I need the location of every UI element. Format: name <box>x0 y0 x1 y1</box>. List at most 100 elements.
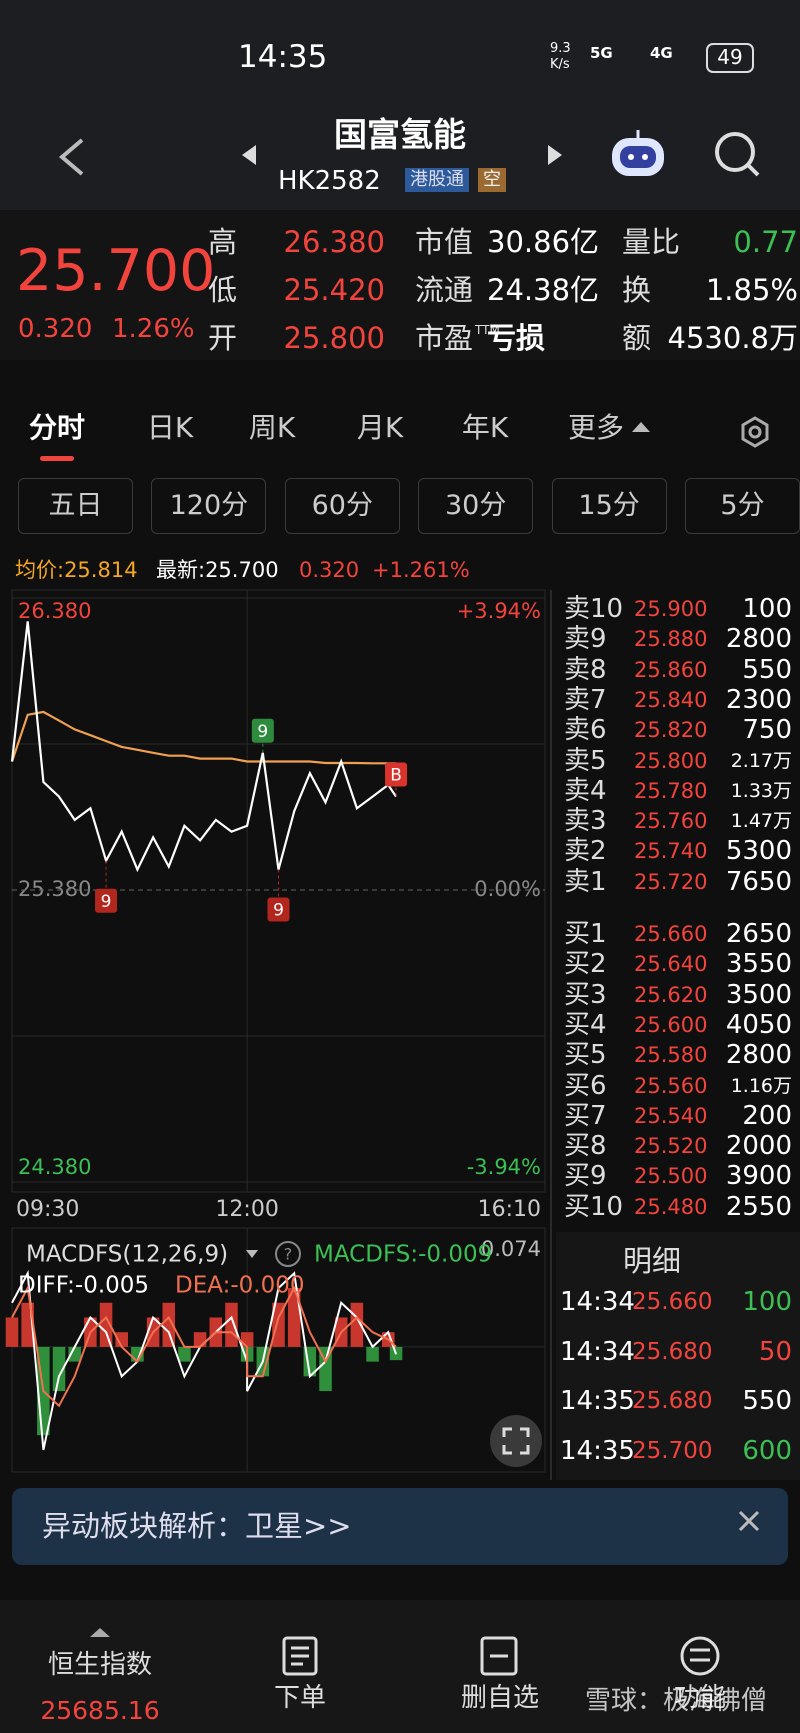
book-label: 卖5 <box>564 745 607 776</box>
stat-value: 25.800 <box>283 321 385 355</box>
book-label: 买10 <box>564 1191 624 1222</box>
period-button[interactable]: 120分 <box>151 478 267 534</box>
dea-value: DEA:-0.000 <box>175 1273 304 1299</box>
book-volume: 750 <box>742 715 792 746</box>
book-price: 25.900 <box>634 597 708 621</box>
macd-bar <box>225 1302 238 1347</box>
stat-label: 低 <box>208 273 238 307</box>
stat-label: 换 <box>622 273 652 307</box>
status-time: 14:35 <box>238 39 328 75</box>
banner[interactable] <box>12 1488 788 1565</box>
tag: 港股通 <box>405 168 469 192</box>
info-text: +1.261% <box>372 558 470 582</box>
macd-bar <box>319 1346 332 1392</box>
marker-label: 9 <box>101 892 112 912</box>
book-label: 买2 <box>564 949 607 980</box>
index-arrow <box>90 1628 110 1637</box>
book-price: 25.860 <box>634 657 708 682</box>
stat-label-sup: TTM <box>475 323 500 337</box>
book-price: 25.600 <box>634 1012 708 1037</box>
stat-value: 1.85% <box>705 273 798 307</box>
book-price: 25.760 <box>634 809 708 834</box>
book-label: 卖1 <box>564 866 607 897</box>
search-icon[interactable] <box>715 132 760 177</box>
trade-time: 14:34 <box>560 1287 635 1317</box>
macd-bar <box>193 1332 207 1347</box>
x-tick-label: 09:30 <box>16 1197 79 1222</box>
period-button[interactable]: 五日 <box>18 478 133 534</box>
y2-tick-label: -3.94% <box>467 1155 541 1179</box>
macd-frame <box>11 1227 546 1473</box>
x-tick-label: 16:10 <box>478 1197 541 1222</box>
period-button[interactable]: 60分 <box>284 478 400 534</box>
stat-label: 量比 <box>622 225 681 259</box>
book-volume: 2.17万 <box>730 749 792 772</box>
book-volume: 2800 <box>725 1040 792 1071</box>
next-stock[interactable] <box>548 145 562 165</box>
book-label: 卖7 <box>564 684 607 715</box>
stat-label: 流通 <box>415 273 474 307</box>
x-tick-label: 12:00 <box>215 1197 278 1222</box>
last-price: 25.700 <box>16 238 216 304</box>
macd-bar <box>272 1302 285 1347</box>
book-label: 卖2 <box>564 836 607 867</box>
order-icon <box>282 1636 318 1676</box>
tab[interactable]: 更多 <box>567 411 624 444</box>
plot-frame <box>11 589 546 1193</box>
signal-2: 4G <box>650 44 673 62</box>
book-label: 买5 <box>564 1040 607 1071</box>
assistant-icon[interactable] <box>612 130 664 176</box>
macd-bar <box>52 1346 66 1392</box>
macd-bar <box>240 1332 254 1347</box>
book-volume: 2650 <box>725 919 792 949</box>
tab[interactable]: 日K <box>146 411 194 444</box>
tab[interactable]: 分时 <box>28 411 85 444</box>
book-price: 25.820 <box>634 718 708 743</box>
stat-value: 24.38亿 <box>487 273 600 307</box>
trade-price: 25.700 <box>632 1437 713 1464</box>
book-label: 买6 <box>564 1070 607 1101</box>
y2-tick-label: +3.94% <box>457 599 541 623</box>
trade-price: 25.680 <box>632 1388 713 1414</box>
prev-stock[interactable] <box>242 145 256 165</box>
period-button[interactable]: 30分 <box>418 478 534 534</box>
nav-bg <box>0 1600 800 1733</box>
settings-icon[interactable] <box>741 416 769 448</box>
close-banner[interactable] <box>738 1510 760 1532</box>
nav-label[interactable]: 功能 <box>673 1683 726 1713</box>
book-price: 25.840 <box>634 687 708 712</box>
book-price: 25.540 <box>634 1103 708 1128</box>
book-volume: 3500 <box>725 979 792 1010</box>
book-price: 25.640 <box>634 952 708 977</box>
book-volume: 1.47万 <box>730 810 792 833</box>
expand-button[interactable] <box>490 1415 542 1467</box>
book-label: 买9 <box>564 1161 607 1192</box>
trade-price: 25.660 <box>632 1289 713 1315</box>
tab-underline <box>40 456 74 461</box>
tab[interactable]: 月K <box>356 411 404 444</box>
stat-label: 额 <box>622 321 652 355</box>
book-label: 买7 <box>564 1100 607 1131</box>
book-label: 卖9 <box>564 624 607 655</box>
nav-label[interactable]: 删自选 <box>460 1683 539 1713</box>
tab[interactable]: 周K <box>248 411 296 444</box>
marker-label: B <box>390 766 402 786</box>
book-label: 买3 <box>564 979 607 1010</box>
period-button[interactable]: 5分 <box>685 478 800 534</box>
macd-bar <box>162 1302 176 1347</box>
marker-label: 9 <box>273 901 284 921</box>
y2-tick-label: 0.00% <box>474 877 541 901</box>
nav-label[interactable]: 下单 <box>273 1683 326 1713</box>
stat-label: 市盈 <box>415 321 474 355</box>
period-button[interactable]: 15分 <box>551 478 667 534</box>
trades-bg <box>556 1232 800 1480</box>
book-label: 卖4 <box>564 775 607 806</box>
tab[interactable]: 年K <box>461 411 509 444</box>
diff-value: DIFF:-0.005 <box>18 1273 149 1299</box>
nav-label[interactable]: 恒生指数 <box>47 1650 152 1680</box>
back-icon[interactable] <box>58 138 84 176</box>
stat-label: 高 <box>208 225 238 259</box>
battery: 49 <box>717 45 743 69</box>
